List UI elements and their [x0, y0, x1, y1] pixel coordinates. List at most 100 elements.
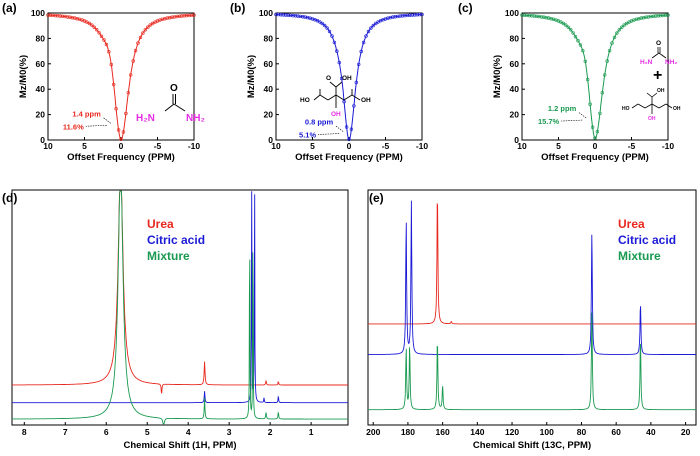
data-point-a	[146, 25, 150, 29]
data-point-c	[607, 48, 612, 53]
data-point-b	[296, 14, 300, 18]
data-point-c	[561, 21, 566, 26]
panel-label-c: (c)	[458, 1, 473, 15]
citric-c-oh-right: OH	[673, 106, 681, 112]
annotation-ppm-b: 0.8 ppm	[305, 118, 334, 127]
data-point-c	[532, 14, 536, 18]
data-point-a	[170, 15, 174, 19]
x-tick-label-b: -5	[382, 141, 390, 151]
citric-c-oh-center: OH	[648, 116, 656, 122]
y-tick-label-a: 60	[36, 59, 46, 69]
urea-c-h2n-label: H₂N	[640, 59, 653, 66]
data-point-c	[600, 91, 604, 95]
x-tick-label-c: -5	[628, 141, 636, 151]
x-tick-label-d: 4	[186, 427, 191, 437]
data-point-b	[413, 13, 417, 17]
y-tick-label-b: 60	[264, 59, 274, 69]
data-point-b	[318, 20, 322, 24]
spectrum-urea-e	[368, 203, 696, 325]
data-point-a	[150, 21, 155, 26]
data-point-b	[335, 49, 339, 53]
y-tick-label-c: 20	[510, 110, 520, 120]
x-tick-label-e: 120	[505, 427, 519, 437]
chart-e: 200 180 160 140 120 100 80 60 40 20 Chemical Shift…	[366, 189, 697, 451]
annotation-leader-pct-b	[318, 133, 340, 135]
data-point-c	[641, 16, 646, 20]
x-tick-label-e: 180	[401, 427, 415, 437]
x-tick-label-a: 5	[82, 141, 87, 151]
x-tick-label-d: 6	[104, 427, 109, 437]
plus-sign: +	[653, 67, 662, 84]
x-tick-label-a: -10	[188, 141, 201, 151]
panel-label-d: (d)	[2, 191, 17, 205]
data-point-c	[568, 28, 573, 32]
data-point-a	[121, 130, 126, 134]
x-tick-label-b: -10	[416, 141, 429, 151]
data-point-b	[293, 14, 298, 18]
y-tick-label-b: 80	[264, 33, 274, 43]
urea-h2n-label: H₂N	[136, 113, 155, 124]
data-point-b	[359, 49, 363, 54]
data-point-a	[90, 23, 94, 27]
data-point-a	[53, 13, 57, 18]
legend-entry-e: Citric acid	[618, 233, 676, 247]
data-point-b	[388, 15, 393, 20]
x-tick-label-a: 10	[43, 141, 53, 151]
z-spectrum-curve-b	[276, 14, 422, 141]
data-point-a	[111, 82, 116, 87]
data-point-c	[644, 15, 648, 19]
data-point-c	[581, 48, 585, 53]
urea-c-nh2-label: NH₂	[665, 59, 677, 66]
y-tick-label-b: 40	[264, 84, 274, 94]
urea-structure-a: O H₂N NH₂	[136, 83, 205, 124]
citric-ho-left: HO	[300, 97, 310, 104]
data-point-a	[102, 38, 106, 42]
data-point-c	[615, 31, 619, 35]
chart-d: 8 7 6 5 4 3 2 1 Chemical Shift (1H, PPM) Urea Citr…	[11, 189, 349, 451]
data-point-c	[578, 43, 583, 47]
citric-acid-structure-c	[631, 92, 673, 114]
data-point-a	[104, 42, 109, 47]
x-tick-label-a: 0	[119, 141, 124, 151]
data-point-b	[301, 15, 305, 19]
data-point-c	[666, 13, 670, 17]
data-point-a	[87, 21, 92, 26]
data-point-a	[177, 14, 182, 18]
citric-oh-top: OH	[342, 75, 352, 82]
data-point-b	[391, 15, 395, 19]
data-point-a	[68, 15, 72, 19]
z-spectrum-curve-c	[522, 14, 668, 139]
x-tick-label-e: 200	[366, 427, 380, 437]
x-tick-label-d: 5	[145, 427, 150, 437]
data-point-b	[361, 40, 366, 45]
y-tick-label-b: 0	[268, 135, 273, 145]
data-point-b	[371, 23, 375, 28]
data-point-a	[65, 15, 70, 19]
x-tick-label-c: -10	[662, 141, 675, 151]
y-tick-label-a: 80	[36, 33, 46, 43]
chart-b: 10 5 0 -5 -10 0 20 40 60 80 100 Offset Frequency (P…	[246, 8, 428, 163]
data-point-c	[602, 73, 607, 77]
plot-frame-e	[367, 189, 697, 426]
y-tick-label-a: 40	[36, 84, 46, 94]
data-point-c	[622, 23, 626, 27]
x-tick-label-e: 20	[681, 427, 691, 437]
data-point-c	[605, 59, 609, 63]
data-point-a	[85, 20, 89, 24]
data-point-c	[542, 15, 546, 19]
y-tick-label-c: 60	[510, 59, 520, 69]
legend-entry-d: Urea	[147, 217, 174, 231]
x-tick-label-d: 8	[22, 427, 27, 437]
data-point-a	[131, 59, 135, 63]
data-point-a	[148, 23, 152, 27]
data-point-a	[141, 31, 145, 35]
y-tick-label-a: 0	[40, 135, 45, 145]
data-point-a	[143, 28, 148, 32]
plot-frame-d	[11, 189, 349, 426]
data-point-a	[126, 91, 131, 95]
x-axis-title-a: Offset Frequency (PPM)	[67, 152, 175, 163]
y-axis-title-c: Mz/M0(%)	[492, 55, 503, 98]
x-tick-label-c: 0	[593, 141, 598, 151]
data-point-c	[656, 14, 660, 18]
x-tick-label-e: 100	[540, 427, 554, 437]
